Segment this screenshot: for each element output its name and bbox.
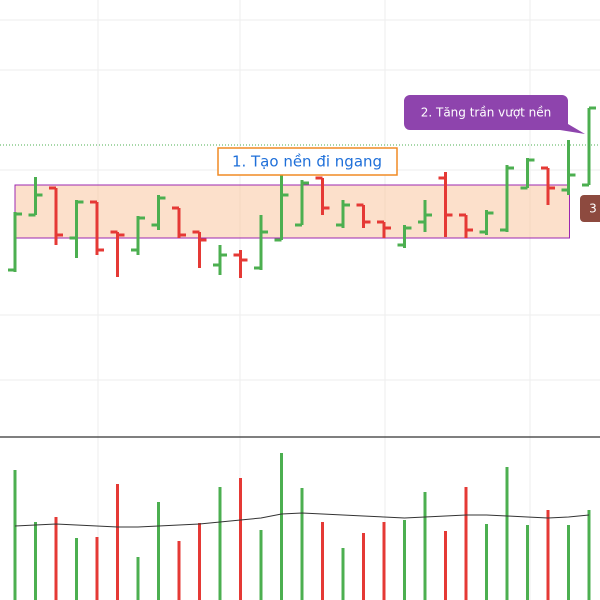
volume-bar <box>403 520 406 600</box>
volume-bar <box>505 467 509 600</box>
volume-bar <box>280 453 283 600</box>
annotation: 3 <box>589 202 597 216</box>
volume-bar <box>177 541 181 600</box>
volume-bar <box>259 530 263 600</box>
volume-bar <box>54 517 58 600</box>
annotation: 1. Tạo nền đi ngang <box>232 153 382 171</box>
annotation-callout <box>404 95 585 134</box>
volume-bar <box>116 484 119 600</box>
volume-bar <box>13 470 17 600</box>
volume-bar <box>382 522 386 600</box>
volume-bar <box>362 533 365 600</box>
volume-bar <box>444 531 447 600</box>
volume-bar <box>239 478 242 600</box>
volume-bar <box>341 548 345 600</box>
plot <box>0 106 600 600</box>
annotation-box <box>217 147 398 176</box>
volume-bar <box>300 488 304 600</box>
volume-bar <box>95 537 99 600</box>
volume-bar <box>464 487 468 600</box>
annotation: 2. Tăng trần vượt nền <box>421 106 552 120</box>
volume-bar <box>75 538 78 600</box>
volume-bar <box>198 523 201 600</box>
volume-bar <box>587 510 591 600</box>
volume-bar <box>218 487 222 600</box>
volume-bar <box>423 492 427 600</box>
volume-bar <box>485 524 488 600</box>
volume-ma-line <box>14 512 590 528</box>
volume-bar <box>546 510 550 600</box>
range-box <box>14 184 570 239</box>
volume-bar <box>567 525 570 600</box>
volume-bar <box>34 522 37 600</box>
volume-bar <box>321 522 324 600</box>
volume-bar <box>136 557 140 600</box>
volume-bar <box>526 525 529 600</box>
volume-bar <box>157 502 160 600</box>
annotation-box <box>580 195 600 222</box>
